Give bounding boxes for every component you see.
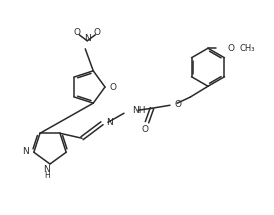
Text: NH: NH [132,106,145,115]
Text: N: N [84,34,91,43]
Text: O: O [74,28,81,37]
Text: H: H [44,170,50,180]
Text: CH₃: CH₃ [240,44,255,53]
Text: O: O [228,44,235,53]
Text: N: N [106,118,113,127]
Text: N: N [44,164,50,174]
Text: O: O [110,83,117,92]
Text: N: N [22,147,29,156]
Text: O: O [94,28,101,37]
Text: O: O [141,125,149,134]
Text: O: O [175,100,182,109]
